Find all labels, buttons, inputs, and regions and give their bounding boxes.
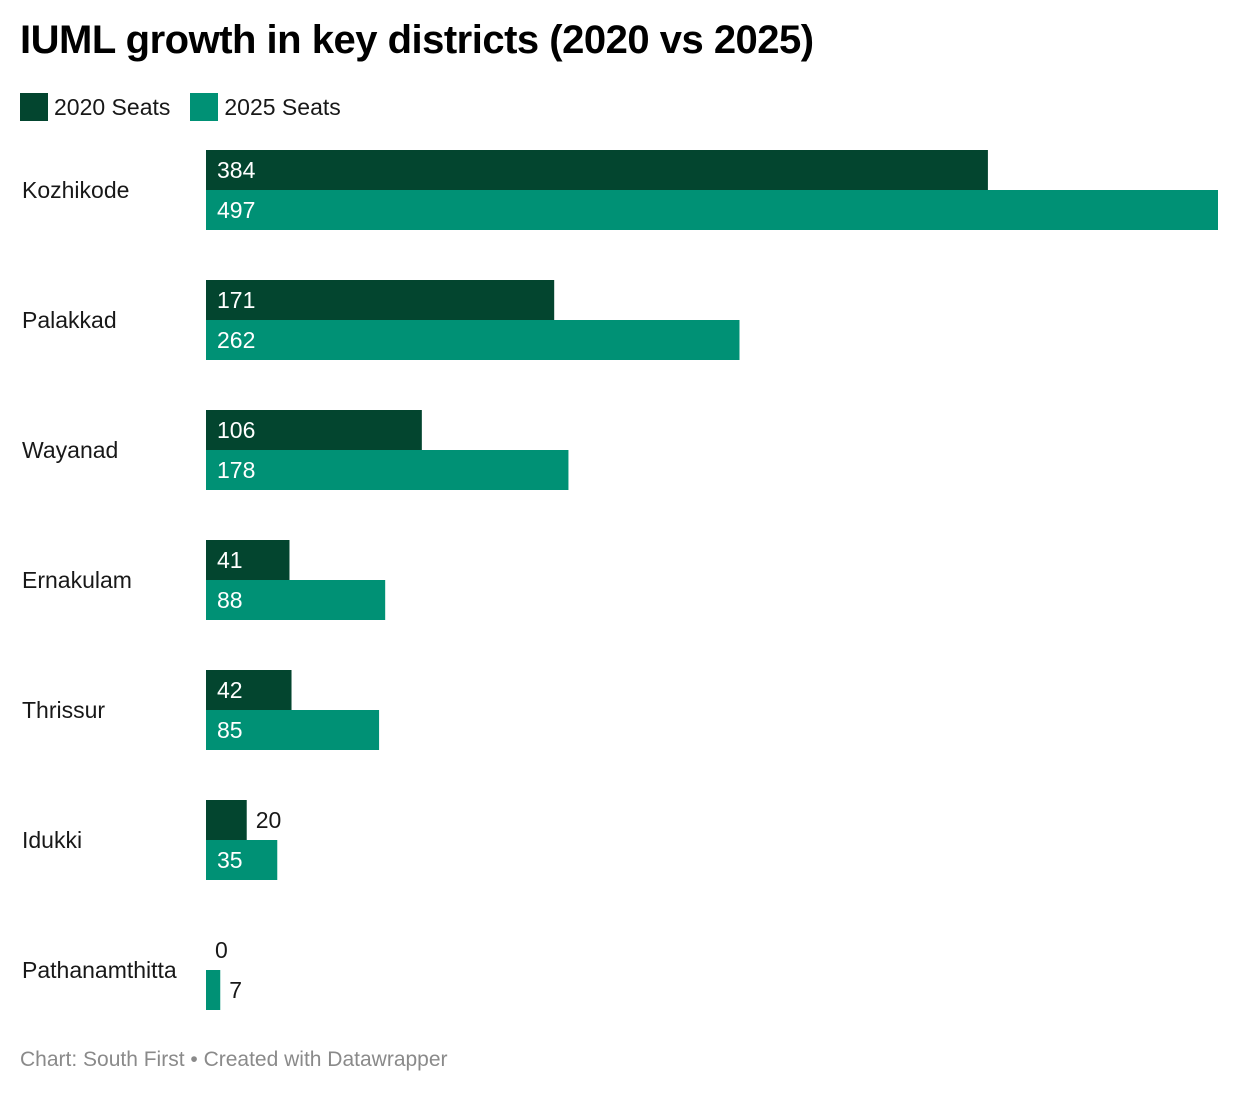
data-label: 497	[217, 197, 255, 223]
data-label: 384	[217, 157, 256, 183]
data-label: 42	[217, 677, 243, 703]
legend-item-2025: 2025 Seats	[190, 93, 341, 121]
category-label: Palakkad	[22, 307, 117, 333]
chart-title: IUML growth in key districts (2020 vs 20…	[20, 18, 814, 62]
data-label: 106	[217, 417, 255, 443]
bar-2025	[206, 710, 380, 750]
data-label: 35	[217, 847, 243, 873]
data-label: 85	[217, 717, 243, 743]
category-label: Wayanad	[22, 437, 118, 463]
data-label: 178	[217, 457, 255, 483]
legend-item-2020: 2020 Seats	[20, 93, 170, 121]
chart-footer: Chart: South First • Created with Datawr…	[20, 1048, 448, 1071]
bar-2020	[206, 280, 555, 320]
legend-swatch-2025	[190, 93, 219, 121]
bar-2020	[206, 410, 422, 450]
legend-swatch-2020	[20, 93, 48, 121]
bar-2020	[206, 800, 247, 840]
legend: 2020 Seats 2025 Seats	[20, 93, 361, 121]
bar-2020	[206, 540, 290, 580]
bar-2025	[206, 580, 386, 620]
bar-2020	[206, 150, 988, 190]
category-label: Thrissur	[22, 697, 105, 723]
data-label: 20	[256, 807, 282, 833]
data-label: 171	[217, 287, 255, 313]
legend-label-2025: 2025 Seats	[224, 93, 341, 120]
bar-2025	[206, 840, 278, 880]
category-label: Ernakulam	[22, 567, 132, 593]
bar-2025	[206, 190, 1218, 230]
data-label: 262	[217, 327, 255, 353]
bar-2020	[206, 670, 292, 710]
category-label: Idukki	[22, 827, 82, 853]
data-label: 41	[217, 547, 243, 573]
data-label: 88	[217, 587, 243, 613]
data-label: 7	[229, 977, 242, 1003]
category-label: Kozhikode	[22, 177, 129, 203]
bar-2025	[206, 450, 569, 490]
bar-2025	[206, 320, 740, 360]
bar-2025	[206, 970, 221, 1010]
data-label: 0	[215, 937, 228, 963]
legend-label-2020: 2020 Seats	[54, 93, 171, 120]
category-label: Pathanamthitta	[22, 957, 177, 983]
